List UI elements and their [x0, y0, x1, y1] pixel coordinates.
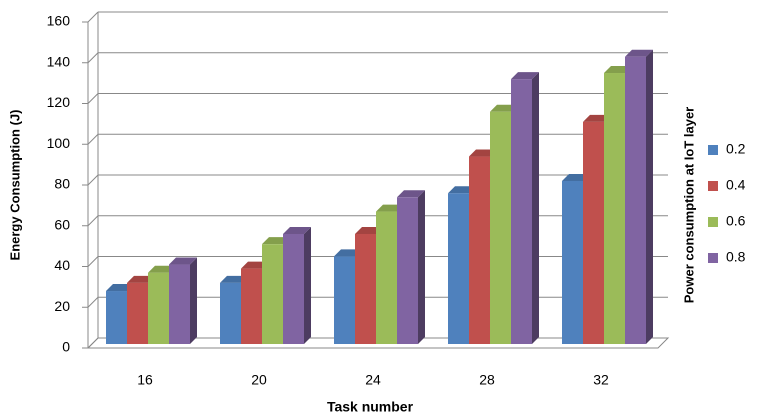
- bar: [469, 156, 490, 344]
- bar: [448, 193, 469, 344]
- x-tick-label: 16: [137, 372, 153, 388]
- grid-line-side: [87, 133, 99, 145]
- bar: [511, 79, 532, 344]
- y-tick-label: 120: [47, 94, 71, 110]
- legend-swatch: [708, 181, 718, 191]
- bar: [127, 282, 148, 344]
- y-tick-label: 0: [62, 339, 70, 355]
- grid-line-side: [87, 337, 99, 349]
- bar: [262, 244, 283, 344]
- bar: [220, 282, 241, 344]
- y-tick-label: 160: [47, 13, 71, 29]
- bar: [241, 268, 262, 344]
- y-tick-label: 140: [47, 53, 71, 69]
- grid-line-side: [87, 52, 99, 64]
- legend-label: 0.4: [726, 177, 746, 193]
- y-tick-label: 20: [54, 298, 70, 314]
- bar-top: [283, 226, 311, 234]
- legend-swatch: [708, 253, 718, 263]
- bar: [106, 291, 127, 344]
- bar-side: [532, 72, 539, 344]
- x-tick-label: 20: [251, 372, 267, 388]
- bar: [169, 264, 190, 344]
- y-tick-label: 40: [54, 257, 70, 273]
- bar-top: [625, 49, 653, 57]
- bar-top: [511, 72, 539, 80]
- y-axis-title: Energy Consumption (J): [7, 110, 22, 261]
- bar-side: [190, 257, 197, 344]
- bar-top: [397, 190, 425, 198]
- x-tick-label: 24: [365, 372, 381, 388]
- bar: [355, 233, 376, 344]
- bar: [283, 233, 304, 344]
- bar: [376, 211, 397, 344]
- bar: [625, 56, 646, 345]
- y-tick-label: 80: [54, 176, 70, 192]
- bar: [604, 73, 625, 344]
- y-tick-label: 100: [47, 135, 71, 151]
- legend-swatch: [708, 145, 718, 155]
- x-axis-title: Task number: [327, 399, 414, 415]
- bar: [583, 121, 604, 344]
- legend-title: Power consumption at IoT layer: [681, 107, 696, 303]
- legend-label: 0.8: [726, 249, 746, 265]
- bar-top: [169, 257, 197, 265]
- legend-swatch: [708, 217, 718, 227]
- bar-side: [418, 190, 425, 344]
- bar: [334, 256, 355, 344]
- grid-line-side: [87, 174, 99, 186]
- bar: [397, 197, 418, 344]
- grid-line-side: [87, 11, 99, 23]
- grid-line-side: [87, 296, 99, 308]
- grid-line-side: [87, 215, 99, 227]
- x-tick-label: 28: [479, 372, 495, 388]
- bar-side: [646, 49, 653, 345]
- grid-line-side: [87, 256, 99, 267]
- legend-label: 0.2: [726, 141, 746, 157]
- bar: [490, 111, 511, 344]
- bar-side: [304, 226, 311, 344]
- grid-line-side: [87, 93, 99, 104]
- bar: [562, 181, 583, 344]
- y-tick-label: 60: [54, 216, 70, 232]
- bar: [148, 272, 169, 344]
- x-tick-label: 32: [593, 372, 609, 388]
- legend-label: 0.6: [726, 213, 746, 229]
